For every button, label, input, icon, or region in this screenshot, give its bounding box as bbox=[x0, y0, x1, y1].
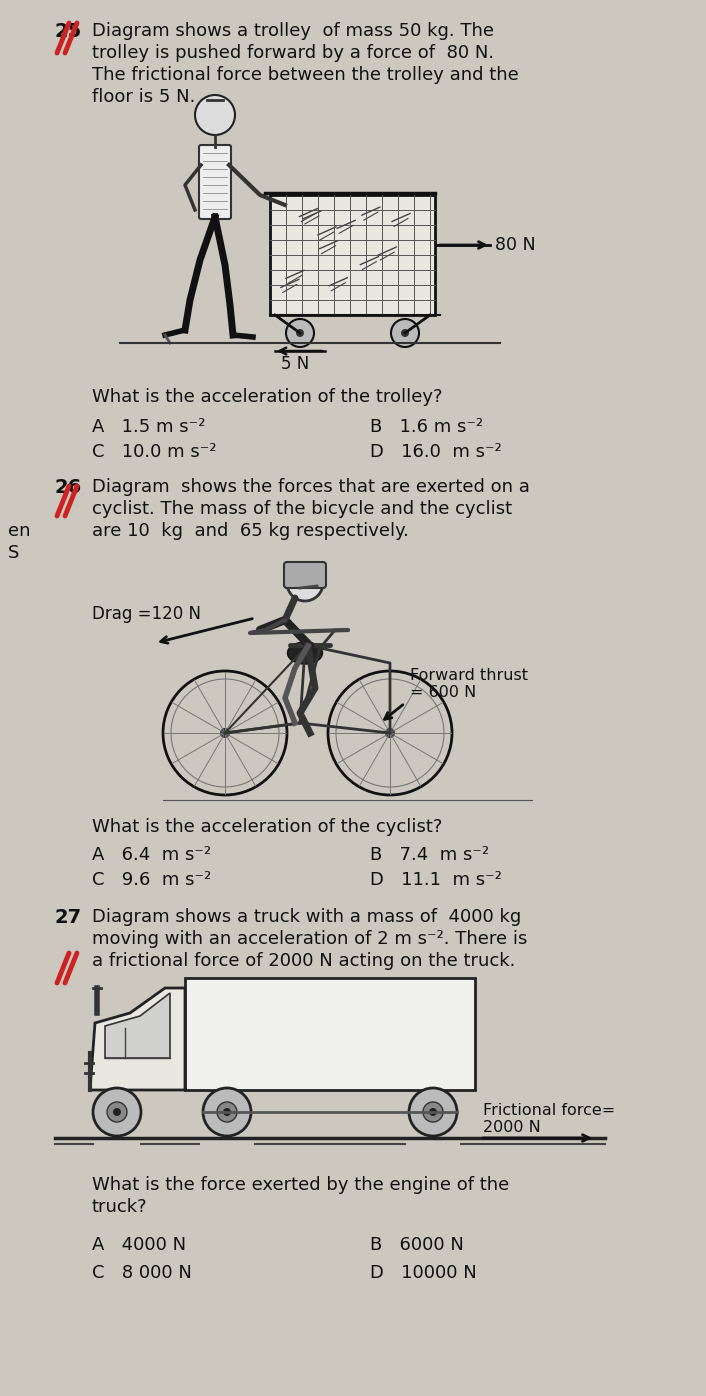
Text: moving with an acceleration of 2 m s⁻². There is: moving with an acceleration of 2 m s⁻². … bbox=[92, 930, 527, 948]
Circle shape bbox=[286, 320, 314, 348]
Text: trolley is pushed forward by a force of  80 N.: trolley is pushed forward by a force of … bbox=[92, 45, 494, 61]
Text: Diagram  shows the forces that are exerted on a: Diagram shows the forces that are exerte… bbox=[92, 477, 530, 496]
Circle shape bbox=[429, 1108, 437, 1115]
Text: B   1.6 m s⁻²: B 1.6 m s⁻² bbox=[370, 417, 483, 436]
Circle shape bbox=[287, 565, 323, 602]
Text: B   6000 N: B 6000 N bbox=[370, 1235, 464, 1254]
Text: Drag =120 N: Drag =120 N bbox=[92, 604, 201, 623]
Text: D   10000 N: D 10000 N bbox=[370, 1263, 477, 1282]
Circle shape bbox=[409, 1087, 457, 1136]
Text: Diagram shows a trolley  of mass 50 kg. The: Diagram shows a trolley of mass 50 kg. T… bbox=[92, 22, 494, 40]
Text: What is the acceleration of the cyclist?: What is the acceleration of the cyclist? bbox=[92, 818, 443, 836]
Text: a frictional force of 2000 N acting on the truck.: a frictional force of 2000 N acting on t… bbox=[92, 952, 515, 970]
Text: 26: 26 bbox=[55, 477, 83, 497]
Bar bbox=[270, 195, 435, 315]
Bar bbox=[185, 979, 475, 1090]
Circle shape bbox=[220, 727, 230, 738]
Ellipse shape bbox=[287, 642, 323, 664]
Circle shape bbox=[328, 671, 452, 794]
Text: floor is 5 N.: floor is 5 N. bbox=[92, 88, 196, 106]
Circle shape bbox=[391, 320, 419, 348]
Text: A   1.5 m s⁻²: A 1.5 m s⁻² bbox=[92, 417, 205, 436]
Text: B   7.4  m s⁻²: B 7.4 m s⁻² bbox=[370, 846, 489, 864]
Polygon shape bbox=[105, 993, 170, 1058]
FancyBboxPatch shape bbox=[284, 563, 326, 588]
Text: en: en bbox=[8, 522, 30, 540]
Text: 27: 27 bbox=[55, 907, 82, 927]
Circle shape bbox=[385, 727, 395, 738]
Text: A   6.4  m s⁻²: A 6.4 m s⁻² bbox=[92, 846, 211, 864]
Text: D   11.1  m s⁻²: D 11.1 m s⁻² bbox=[370, 871, 502, 889]
Text: The frictional force between the trolley and the: The frictional force between the trolley… bbox=[92, 66, 519, 84]
Text: What is the acceleration of the trolley?: What is the acceleration of the trolley? bbox=[92, 388, 443, 406]
Text: are 10  kg  and  65 kg respectively.: are 10 kg and 65 kg respectively. bbox=[92, 522, 409, 540]
Text: Diagram shows a truck with a mass of  4000 kg: Diagram shows a truck with a mass of 400… bbox=[92, 907, 521, 926]
Polygon shape bbox=[90, 988, 185, 1090]
Circle shape bbox=[223, 1108, 231, 1115]
Text: 5 N: 5 N bbox=[281, 355, 309, 373]
Circle shape bbox=[107, 1101, 127, 1122]
Text: cyclist. The mass of the bicycle and the cyclist: cyclist. The mass of the bicycle and the… bbox=[92, 500, 512, 518]
Circle shape bbox=[217, 1101, 237, 1122]
Circle shape bbox=[163, 671, 287, 794]
Circle shape bbox=[296, 329, 304, 336]
Text: C   9.6  m s⁻²: C 9.6 m s⁻² bbox=[92, 871, 211, 889]
Text: 25: 25 bbox=[55, 22, 83, 40]
FancyBboxPatch shape bbox=[199, 145, 231, 219]
Circle shape bbox=[401, 329, 409, 336]
Text: What is the force exerted by the engine of the: What is the force exerted by the engine … bbox=[92, 1175, 509, 1194]
Text: truck?: truck? bbox=[92, 1198, 148, 1216]
Text: Forward thrust
= 600 N: Forward thrust = 600 N bbox=[410, 669, 528, 701]
Circle shape bbox=[113, 1108, 121, 1115]
Text: 80 N: 80 N bbox=[495, 236, 536, 254]
Circle shape bbox=[93, 1087, 141, 1136]
Text: S: S bbox=[8, 544, 19, 563]
Circle shape bbox=[423, 1101, 443, 1122]
Text: C   10.0 m s⁻²: C 10.0 m s⁻² bbox=[92, 443, 217, 461]
Text: Frictional force=
2000 N: Frictional force= 2000 N bbox=[483, 1103, 615, 1135]
Circle shape bbox=[195, 95, 235, 135]
Text: D   16.0  m s⁻²: D 16.0 m s⁻² bbox=[370, 443, 502, 461]
Circle shape bbox=[203, 1087, 251, 1136]
Text: A   4000 N: A 4000 N bbox=[92, 1235, 186, 1254]
Text: C   8 000 N: C 8 000 N bbox=[92, 1263, 192, 1282]
